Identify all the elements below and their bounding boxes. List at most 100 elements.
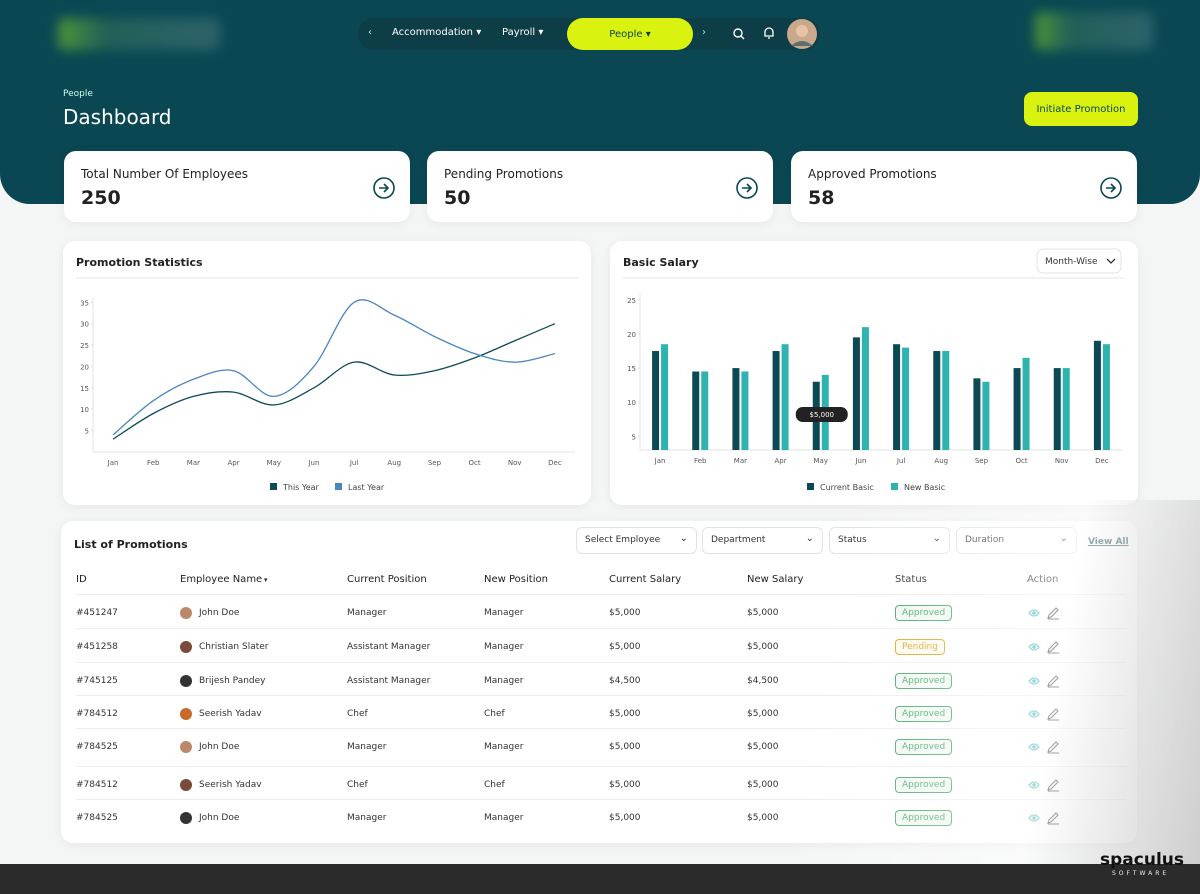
view-pupil xyxy=(1032,712,1036,716)
nav-prev[interactable]: ‹ xyxy=(368,27,372,38)
nav-item[interactable]: Accommodation ▾ xyxy=(392,27,482,38)
action-icons[interactable] xyxy=(1028,778,1062,792)
bar xyxy=(982,381,990,450)
x-tick-label: Apr xyxy=(775,457,787,465)
cell: Assistant Manager xyxy=(347,642,431,652)
edit-icon[interactable] xyxy=(1047,812,1059,825)
status-badge: Approved xyxy=(895,673,953,689)
cell: Manager xyxy=(347,742,387,752)
edit-icon[interactable] xyxy=(1047,779,1059,792)
x-tick-label: Oct xyxy=(1016,457,1028,465)
filter[interactable]: Select Employee ⌄ xyxy=(576,527,697,554)
cell: #451258 xyxy=(76,642,118,652)
stat-value: 58 xyxy=(808,187,835,209)
search-icon[interactable] xyxy=(732,27,746,41)
avatar xyxy=(180,779,192,791)
employee-name: Brijesh Pandey xyxy=(199,676,266,686)
row-divider xyxy=(76,662,1126,663)
column-header: ID xyxy=(76,574,87,585)
y-tick-label: 25 xyxy=(627,297,636,305)
chart: Basic Salary 5 10 15 20 25 Jan Feb Mar Apr May Jun J… xyxy=(623,248,1125,492)
action-icons[interactable] xyxy=(1028,640,1062,654)
table-title: List of Promotions xyxy=(74,538,188,551)
x-tick-label: Sep xyxy=(975,457,989,465)
cell: $5,000 xyxy=(747,709,779,719)
bell-icon[interactable] xyxy=(762,26,776,40)
legend-label: New Basic xyxy=(904,483,945,492)
arrow-icon[interactable] xyxy=(372,176,396,200)
filter-caret: ⌄ xyxy=(679,533,688,544)
series-line xyxy=(112,299,556,436)
nav-item[interactable]: Payroll ▾ xyxy=(502,27,544,38)
nav-next[interactable]: › xyxy=(702,27,706,38)
bar xyxy=(701,371,709,450)
edit-icon[interactable] xyxy=(1047,641,1059,654)
column-header: Current Salary xyxy=(609,574,682,585)
filter-label: Department xyxy=(711,535,766,545)
y-tick-label: 15 xyxy=(80,385,89,393)
stat-card: Approved Promotions 58 xyxy=(791,151,1137,222)
filter[interactable]: Department ⌄ xyxy=(702,527,823,554)
x-tick-label: Nov xyxy=(508,459,522,467)
filter-label: Duration xyxy=(965,535,1005,545)
status-badge: Approved xyxy=(895,777,953,793)
edit-icon[interactable] xyxy=(1047,675,1059,688)
x-tick-label: Nov xyxy=(1055,457,1069,465)
bar xyxy=(902,347,910,450)
bar-card: Basic Salary 5 10 15 20 25 Jan Feb Mar Apr May Jun J… xyxy=(610,241,1138,505)
stat-label: Total Number Of Employees xyxy=(81,167,249,181)
action-icons[interactable] xyxy=(1028,707,1062,721)
cell: $5,000 xyxy=(609,780,641,790)
action-icons[interactable] xyxy=(1028,674,1062,688)
line-card: Promotion Statistics 5 10 15 20 25 30 35 Jan Feb M… xyxy=(63,241,591,505)
view-pupil xyxy=(1032,816,1036,820)
user-avatar[interactable] xyxy=(786,18,818,50)
cell: $5,000 xyxy=(609,709,641,719)
action-icons[interactable] xyxy=(1028,606,1062,620)
avatar-face xyxy=(180,641,192,653)
avatar xyxy=(180,675,192,687)
y-tick-label: 10 xyxy=(627,399,636,407)
breadcrumb: People xyxy=(63,89,93,99)
x-tick-label: May xyxy=(267,459,281,467)
cell: Chef xyxy=(484,709,505,719)
bar xyxy=(772,351,780,450)
stat-label: Approved Promotions xyxy=(808,167,937,181)
view-all-link[interactable]: View All xyxy=(1088,537,1129,547)
footer-bar xyxy=(0,864,1200,894)
cell: Chef xyxy=(347,780,368,790)
stat-card: Total Number Of Employees 250 xyxy=(64,151,410,222)
edit-icon[interactable] xyxy=(1047,741,1059,754)
avatar-face xyxy=(180,741,192,753)
edit-icon[interactable] xyxy=(1047,708,1059,721)
bar xyxy=(1093,340,1101,450)
cell: $4,500 xyxy=(609,676,641,686)
filter[interactable]: Duration ⌄ xyxy=(956,527,1077,554)
action-icons[interactable] xyxy=(1028,811,1062,825)
arrow-icon[interactable] xyxy=(735,176,759,200)
cell: $5,000 xyxy=(747,742,779,752)
icon-arrow xyxy=(379,183,390,193)
filter[interactable]: Status ⌄ xyxy=(829,527,950,554)
icon-ring xyxy=(736,177,758,199)
table-card: List of Promotions Select Employee ⌄ Depart… xyxy=(61,521,1137,843)
avatar-face xyxy=(180,607,192,619)
icon-ring xyxy=(373,177,395,199)
arrow-icon[interactable] xyxy=(1099,176,1123,200)
x-tick-label: Feb xyxy=(147,459,160,467)
dropdown-caret xyxy=(1106,258,1116,264)
edit-icon[interactable] xyxy=(1047,607,1059,620)
cell: $5,000 xyxy=(609,742,641,752)
nav-item-active[interactable]: People ▾ xyxy=(567,18,693,50)
page-title: Dashboard xyxy=(63,105,172,129)
action-icons[interactable] xyxy=(1028,740,1062,754)
x-tick-label: Jul xyxy=(896,457,906,465)
primary-button[interactable]: Initiate Promotion xyxy=(1024,92,1138,126)
cell: $4,500 xyxy=(747,676,779,686)
avatar-face xyxy=(180,812,192,824)
cell: $5,000 xyxy=(747,780,779,790)
cell: #784512 xyxy=(76,709,118,719)
bar xyxy=(861,327,869,450)
row-divider xyxy=(76,594,1126,595)
x-tick-label: Jan xyxy=(107,459,119,467)
